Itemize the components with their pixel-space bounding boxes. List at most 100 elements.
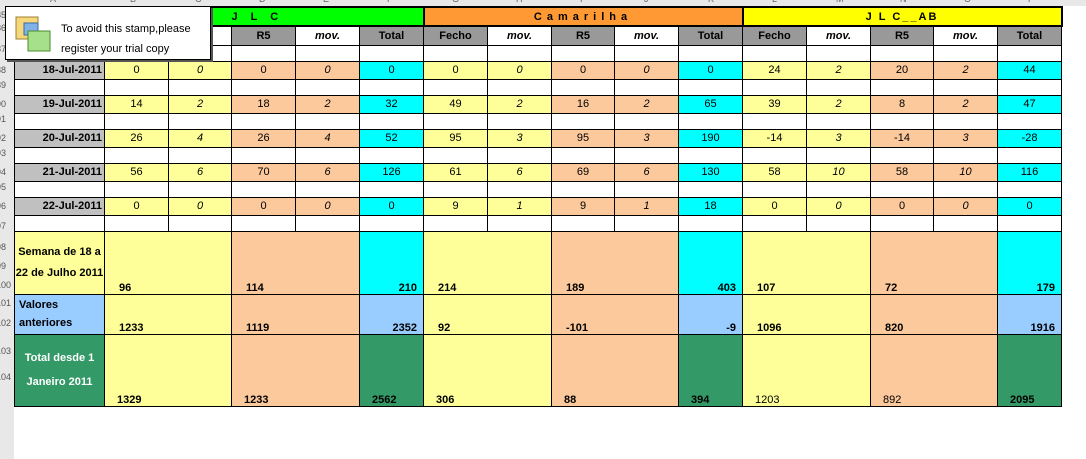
value-cell[interactable]: 26 — [104, 128, 169, 148]
empty-cell[interactable] — [231, 78, 296, 96]
spreadsheet-grid[interactable]: J L C Camarilha J L C__AB R5 mov. Total … — [14, 6, 1086, 459]
value-cell[interactable]: 0 — [295, 60, 360, 80]
value-cell[interactable]: 0 — [551, 60, 615, 80]
group-header-camarilha[interactable]: Camarilha — [422, 6, 744, 27]
previous-cell[interactable]: -9 — [678, 293, 743, 335]
empty-cell[interactable] — [423, 78, 488, 96]
empty-cell[interactable] — [231, 146, 296, 164]
row-number[interactable]: 88 — [0, 65, 7, 75]
empty-cell[interactable] — [933, 112, 998, 130]
value-cell[interactable]: 0 — [104, 60, 169, 80]
empty-cell[interactable] — [806, 214, 871, 232]
empty-cell[interactable] — [806, 44, 871, 62]
summary-cell[interactable]: 114 — [231, 230, 360, 295]
subheader-cell[interactable]: mov. — [487, 25, 552, 46]
value-cell[interactable]: 126 — [359, 162, 424, 182]
previous-cell[interactable]: 820 — [870, 293, 998, 335]
empty-cell[interactable] — [870, 214, 934, 232]
value-cell[interactable]: -14 — [870, 128, 934, 148]
row-number[interactable]: 92 — [0, 133, 7, 143]
subheader-cell[interactable]: Fecho — [742, 25, 807, 46]
empty-cell[interactable] — [359, 146, 424, 164]
value-cell[interactable]: 2 — [487, 94, 552, 114]
subheader-cell[interactable]: R5 — [870, 25, 934, 46]
empty-cell[interactable] — [997, 214, 1062, 232]
date-cell[interactable]: 19-Jul-2011 — [14, 94, 105, 114]
subheader-cell[interactable]: mov. — [295, 25, 360, 46]
column-letter[interactable]: M — [836, 0, 844, 4]
value-cell[interactable]: 18 — [678, 196, 743, 216]
empty-cell[interactable] — [806, 78, 871, 96]
empty-cell[interactable] — [614, 180, 679, 198]
empty-cell[interactable] — [231, 214, 296, 232]
empty-cell[interactable] — [870, 180, 934, 198]
empty-cell[interactable] — [614, 78, 679, 96]
value-cell[interactable]: 8 — [870, 94, 934, 114]
subheader-cell[interactable]: mov. — [614, 25, 679, 46]
empty-cell[interactable] — [678, 146, 743, 164]
previous-cell[interactable]: 1119 — [231, 293, 360, 335]
value-cell[interactable]: 14 — [104, 94, 169, 114]
column-letter[interactable]: D — [259, 0, 266, 4]
empty-cell[interactable] — [487, 146, 552, 164]
column-letter[interactable]: I — [580, 0, 583, 4]
empty-cell[interactable] — [14, 214, 105, 232]
value-cell[interactable]: 61 — [423, 162, 488, 182]
empty-cell[interactable] — [487, 78, 552, 96]
empty-cell[interactable] — [806, 146, 871, 164]
empty-cell[interactable] — [14, 112, 105, 130]
empty-cell[interactable] — [997, 180, 1062, 198]
value-cell[interactable]: 65 — [678, 94, 743, 114]
empty-cell[interactable] — [742, 146, 807, 164]
empty-cell[interactable] — [104, 180, 169, 198]
total-cell[interactable]: 88 — [551, 333, 679, 407]
total-cell[interactable]: 394 — [678, 333, 743, 407]
subheader-cell[interactable]: Total — [678, 25, 743, 46]
empty-cell[interactable] — [933, 214, 998, 232]
previous-cell[interactable]: 1233 — [104, 293, 232, 335]
column-letter[interactable]: C — [195, 0, 202, 4]
empty-cell[interactable] — [742, 112, 807, 130]
value-cell[interactable]: 2 — [806, 94, 871, 114]
empty-cell[interactable] — [295, 78, 360, 96]
subheader-cell[interactable]: mov. — [806, 25, 871, 46]
value-cell[interactable]: 3 — [933, 128, 998, 148]
row-number[interactable]: 101 — [0, 298, 12, 308]
empty-cell[interactable] — [423, 112, 488, 130]
empty-cell[interactable] — [14, 78, 105, 96]
empty-cell[interactable] — [997, 44, 1062, 62]
empty-cell[interactable] — [997, 146, 1062, 164]
date-cell[interactable]: 18-Jul-2011 — [14, 60, 105, 80]
empty-cell[interactable] — [295, 214, 360, 232]
value-cell[interactable]: 0 — [678, 60, 743, 80]
empty-cell[interactable] — [487, 180, 552, 198]
value-cell[interactable]: 2 — [806, 60, 871, 80]
value-cell[interactable]: 0 — [231, 196, 296, 216]
empty-cell[interactable] — [678, 112, 743, 130]
value-cell[interactable]: 44 — [997, 60, 1062, 80]
empty-cell[interactable] — [168, 78, 232, 96]
empty-cell[interactable] — [870, 44, 934, 62]
empty-cell[interactable] — [551, 78, 615, 96]
value-cell[interactable]: 0 — [359, 60, 424, 80]
row-number[interactable]: 90 — [0, 99, 7, 109]
empty-cell[interactable] — [359, 44, 424, 62]
value-cell[interactable]: 0 — [870, 196, 934, 216]
date-cell[interactable]: 22-Jul-2011 — [14, 196, 105, 216]
value-cell[interactable]: 2 — [168, 94, 232, 114]
row-number[interactable]: 103 — [0, 346, 12, 356]
empty-cell[interactable] — [678, 214, 743, 232]
empty-cell[interactable] — [806, 112, 871, 130]
empty-cell[interactable] — [104, 214, 169, 232]
summary-cell[interactable]: 107 — [742, 230, 871, 295]
value-cell[interactable]: 3 — [487, 128, 552, 148]
value-cell[interactable]: 190 — [678, 128, 743, 148]
summary-cell[interactable]: 210 — [359, 230, 424, 295]
empty-cell[interactable] — [933, 78, 998, 96]
value-cell[interactable]: 0 — [359, 196, 424, 216]
value-cell[interactable]: 0 — [614, 60, 679, 80]
empty-cell[interactable] — [551, 44, 615, 62]
empty-cell[interactable] — [806, 180, 871, 198]
empty-cell[interactable] — [168, 180, 232, 198]
value-cell[interactable]: 95 — [423, 128, 488, 148]
